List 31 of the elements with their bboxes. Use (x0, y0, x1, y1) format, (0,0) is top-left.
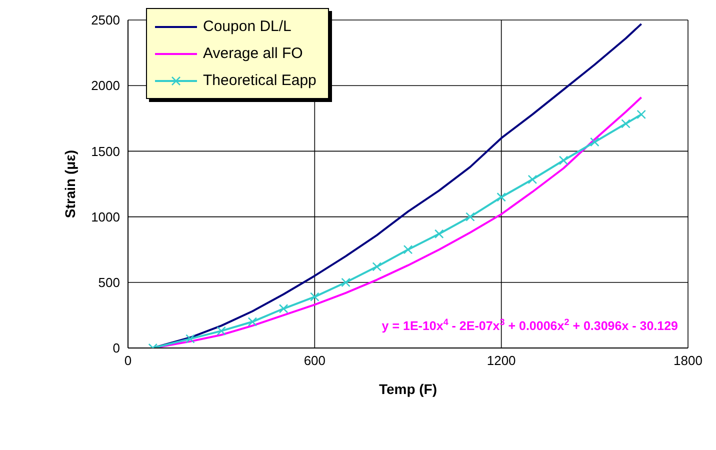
point (590, 137, 600, 147)
point (278, 304, 288, 314)
point (216, 326, 226, 336)
x-tick-label: 1800 (674, 353, 702, 368)
point (621, 119, 630, 128)
legend-label: Theoretical Eapp (203, 72, 316, 89)
point (636, 110, 646, 120)
y-tick-label: 500 (98, 275, 120, 290)
x-axis-title: Temp (F) (378, 381, 438, 397)
y-axis-title: Strain (με) (62, 150, 78, 218)
point (466, 212, 475, 222)
point (403, 244, 413, 254)
point (310, 292, 320, 302)
legend-label: Average all FO (203, 45, 303, 62)
y-tick-label: 2500 (91, 12, 120, 28)
x-tick-label: 1200 (486, 353, 516, 368)
y-tick-label: 1500 (91, 144, 120, 159)
point (434, 229, 444, 239)
point (496, 192, 506, 202)
x-tick-label: 600 (304, 353, 326, 368)
y-tick-label: 0 (112, 340, 120, 356)
point (528, 174, 538, 184)
x-tick-label: 0 (124, 353, 132, 368)
y-tick-label: 1000 (91, 209, 120, 224)
point (248, 317, 258, 326)
legend-label: Coupon DL/L (203, 18, 292, 35)
point (372, 262, 382, 272)
y-tick-label: 2000 (91, 78, 120, 94)
point (558, 156, 568, 166)
point (341, 278, 350, 288)
point (186, 334, 195, 344)
